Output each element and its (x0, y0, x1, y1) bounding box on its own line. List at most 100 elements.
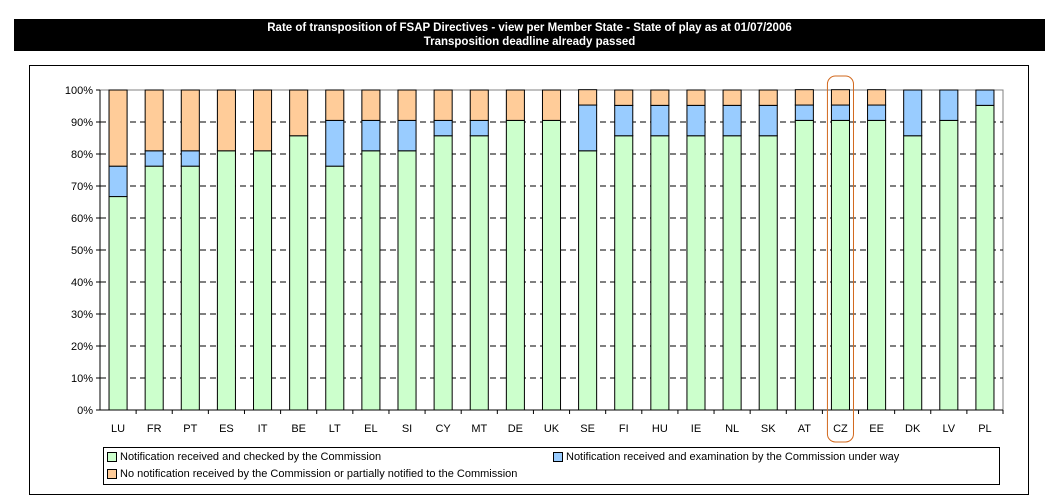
bar-segment (578, 104, 598, 152)
bar-segment (433, 135, 453, 411)
bar-segment (758, 135, 778, 411)
x-tick-label: CZ (833, 423, 848, 435)
chart-frame (29, 65, 1029, 495)
bar-segment (686, 104, 706, 137)
y-tick-label: 0% (77, 405, 93, 417)
bar-segment (975, 104, 995, 411)
legend-label: Notification received and examination by… (566, 451, 900, 463)
bar-segment (180, 89, 200, 152)
bar-segment (505, 119, 525, 411)
bar-segment (397, 119, 417, 152)
x-tick-label: NL (725, 423, 739, 435)
x-tick-label: SK (761, 423, 776, 435)
x-tick-label: LT (329, 423, 341, 435)
bar-segment (361, 119, 381, 152)
legend-label: Notification received and checked by the… (120, 451, 382, 463)
bar-segment (361, 89, 381, 121)
x-tick-label: EE (869, 423, 884, 435)
bar-segment (830, 119, 850, 411)
bar-segment (939, 119, 959, 411)
bar-segment (903, 135, 923, 411)
x-tick-label: AT (798, 423, 812, 435)
x-tick-label: DK (905, 423, 921, 435)
bar-segment (216, 89, 236, 152)
bar-segment (144, 165, 164, 411)
x-tick-label: UK (544, 423, 560, 435)
bar-segment (975, 89, 995, 106)
y-tick-label: 20% (71, 341, 93, 353)
x-tick-label: DE (508, 423, 523, 435)
bar-segment (722, 104, 742, 137)
bar-segment (325, 165, 345, 411)
bar-segment (469, 89, 489, 121)
bar-segment (397, 150, 417, 411)
bar-segment (108, 165, 128, 198)
bar-segment (253, 150, 273, 411)
legend-item-checked: Notification received and checked by the… (107, 451, 381, 463)
bar-segment (614, 104, 634, 137)
x-tick-label: PT (183, 423, 197, 435)
legend-label: No notification received by the Commissi… (120, 468, 518, 480)
bar-segment (541, 89, 562, 121)
legend-swatch-orange (107, 469, 117, 479)
bar-segment (867, 104, 887, 121)
bar-segment (469, 119, 489, 137)
bar-segment (144, 150, 164, 167)
bar-segment (650, 135, 670, 411)
x-tick-label: IT (258, 423, 268, 435)
bar-segment (469, 135, 489, 411)
bar-segment (794, 89, 814, 106)
bar-segment (903, 89, 923, 137)
bar-segment (289, 135, 309, 411)
bar-segment (325, 119, 345, 167)
legend: Notification received and checked by the… (103, 447, 1000, 485)
chart-title: Rate of transposition of FSAP Directives… (267, 22, 792, 34)
legend-swatch-green (107, 452, 117, 462)
bar-segment (361, 150, 381, 411)
legend-swatch-blue (553, 452, 563, 462)
bar-segment (180, 165, 200, 411)
bar-segment (686, 89, 706, 106)
bar-segment (722, 89, 742, 106)
y-tick-label: 60% (71, 213, 93, 225)
bar-segment (578, 150, 598, 411)
x-tick-label: FI (619, 423, 629, 435)
x-tick-label: CY (435, 423, 451, 435)
bar-segment (253, 89, 273, 152)
bar-segment (794, 119, 814, 411)
y-tick-label: 40% (71, 277, 93, 289)
bar-segment (216, 150, 236, 411)
bar-segment (108, 196, 128, 411)
x-tick-label: SE (580, 423, 595, 435)
bar-segment (433, 119, 453, 137)
x-tick-label: PL (978, 423, 991, 435)
x-tick-label: HU (652, 423, 668, 435)
y-tick-label: 50% (71, 245, 93, 257)
bar-segment (578, 89, 598, 106)
bar-segment (686, 135, 706, 411)
y-tick-label: 90% (71, 117, 93, 129)
x-tick-label: FR (147, 423, 162, 435)
bar-segment (614, 135, 634, 411)
legend-item-not-notified: No notification received by the Commissi… (107, 468, 517, 480)
bar-segment (614, 89, 634, 106)
bar-segment (505, 89, 525, 121)
bar-segment (144, 89, 164, 152)
legend-item-under-way: Notification received and examination by… (553, 451, 899, 463)
chart-title-bar: Rate of transposition of FSAP Directives… (14, 19, 1045, 51)
highlight-outline (826, 75, 854, 443)
bar-segment (541, 119, 562, 411)
bar-segment (650, 89, 670, 106)
y-tick-label: 80% (71, 149, 93, 161)
bar-segment (794, 104, 814, 121)
y-tick-label: 30% (71, 309, 93, 321)
bar-segment (939, 89, 959, 121)
bar-segment (180, 150, 200, 167)
bar-segment (722, 135, 742, 411)
bar-segment (830, 104, 850, 121)
x-tick-label: EL (364, 423, 377, 435)
x-tick-label: ES (219, 423, 234, 435)
x-tick-label: LV (942, 423, 955, 435)
bar-segment (867, 89, 887, 106)
